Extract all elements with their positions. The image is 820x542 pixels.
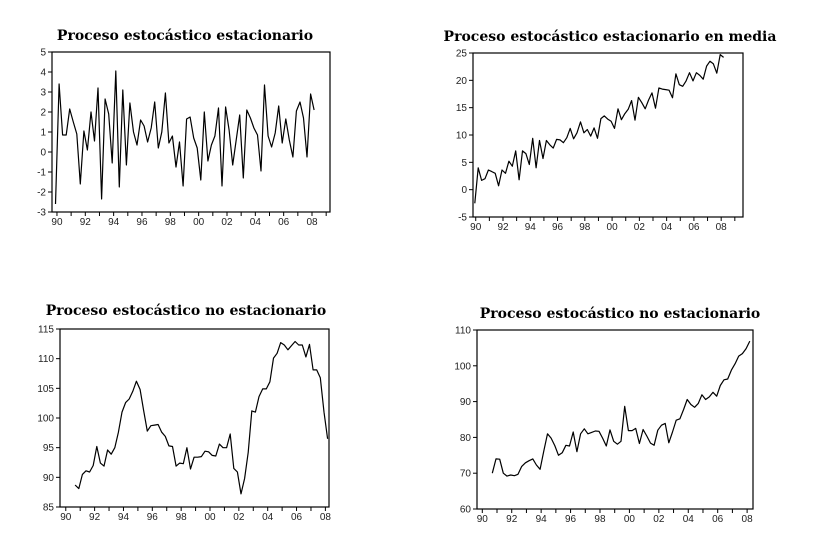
x-tick-label: 08 <box>716 222 728 233</box>
y-tick-label: 105 <box>37 384 54 395</box>
x-tick-label: 08 <box>742 514 754 525</box>
x-tick-label: 92 <box>497 222 509 233</box>
x-tick-label: 08 <box>320 512 332 523</box>
x-tick-label: 02 <box>634 222 646 233</box>
y-tick-label: 25 <box>456 49 468 60</box>
y-tick-label: 95 <box>43 443 55 454</box>
x-tick-label: 98 <box>579 222 591 233</box>
x-tick-label: 04 <box>683 514 695 525</box>
chart-title: Proceso estocástico estacionario <box>57 28 313 44</box>
x-tick-label: 00 <box>607 222 619 233</box>
x-tick-label: 96 <box>136 217 148 228</box>
x-tick-label: 92 <box>89 512 101 523</box>
x-tick-label: 06 <box>291 512 303 523</box>
x-tick-label: 98 <box>176 512 188 523</box>
y-tick-label: -2 <box>37 188 46 199</box>
chart-title: Proceso estocástico no estacionario <box>46 303 327 319</box>
y-tick-label: 10 <box>456 131 468 142</box>
x-tick-label: 08 <box>306 217 318 228</box>
y-tick-label: 100 <box>454 361 471 372</box>
x-tick-label: 04 <box>250 217 262 228</box>
y-tick-label: 3 <box>40 88 46 99</box>
y-tick-label: 5 <box>461 158 467 169</box>
x-tick-label: 06 <box>688 222 700 233</box>
y-tick-label: 100 <box>37 414 54 425</box>
y-tick-label: -1 <box>37 168 46 179</box>
x-tick-label: 00 <box>624 514 636 525</box>
y-tick-label: 4 <box>40 68 46 79</box>
y-tick-label: 15 <box>456 103 468 114</box>
x-tick-label: 02 <box>221 217 233 228</box>
x-tick-label: 96 <box>565 514 577 525</box>
series-line <box>74 340 329 495</box>
y-tick-label: 90 <box>43 473 55 484</box>
y-tick-label: 60 <box>460 505 472 516</box>
x-tick-label: 94 <box>525 222 537 233</box>
y-tick-label: 0 <box>40 148 46 159</box>
y-tick-label: 5 <box>40 48 46 59</box>
x-tick-label: 90 <box>51 217 63 228</box>
x-tick-label: 92 <box>506 514 518 525</box>
x-tick-label: 04 <box>262 512 274 523</box>
series-line <box>474 53 724 204</box>
x-tick-label: 94 <box>108 217 120 228</box>
x-tick-label: 90 <box>60 512 72 523</box>
x-tick-label: 02 <box>233 512 245 523</box>
x-tick-label: 94 <box>118 512 130 523</box>
y-tick-label: 1 <box>40 128 46 139</box>
x-tick-label: 90 <box>477 514 489 525</box>
x-tick-label: 96 <box>552 222 564 233</box>
y-tick-label: 90 <box>460 397 472 408</box>
y-tick-label: 2 <box>40 108 46 119</box>
x-tick-label: 96 <box>147 512 159 523</box>
y-tick-label: -3 <box>37 208 46 219</box>
series-line <box>491 340 751 477</box>
x-tick-label: 00 <box>204 512 216 523</box>
x-tick-label: 90 <box>470 222 482 233</box>
chart-title: Proceso estocástico no estacionario <box>480 306 761 322</box>
y-tick-label: 0 <box>461 185 467 196</box>
x-tick-label: 06 <box>712 514 724 525</box>
y-tick-label: 115 <box>38 325 54 336</box>
y-tick-label: -5 <box>458 213 467 224</box>
y-tick-label: 110 <box>38 354 54 365</box>
x-tick-label: 98 <box>594 514 606 525</box>
x-tick-label: 92 <box>80 217 92 228</box>
y-tick-label: 20 <box>456 76 468 87</box>
plot-frame <box>59 328 330 508</box>
x-tick-label: 00 <box>193 217 205 228</box>
y-tick-label: 70 <box>460 469 472 480</box>
chart-title: Proceso estocástico estacionario en medi… <box>444 29 777 45</box>
chart-2: Proceso estocástico estacionario en medi… <box>444 29 777 233</box>
x-tick-label: 04 <box>661 222 673 233</box>
y-tick-label: 110 <box>455 326 471 337</box>
plot-frame <box>476 329 754 510</box>
y-tick-label: 80 <box>460 433 472 444</box>
chart-4: Proceso estocástico no estacionario 110 10… <box>454 306 760 525</box>
series-line <box>54 70 315 205</box>
x-tick-label: 06 <box>278 217 290 228</box>
chart-3: Proceso estocástico no estacionario 115 11… <box>37 303 331 523</box>
x-tick-label: 98 <box>165 217 177 228</box>
chart-1: Proceso estocástico estacionario 5 4 3 2 1 0 -1… <box>37 28 331 228</box>
x-tick-label: 02 <box>653 514 665 525</box>
y-tick-label: 85 <box>43 503 55 514</box>
x-tick-label: 94 <box>536 514 548 525</box>
